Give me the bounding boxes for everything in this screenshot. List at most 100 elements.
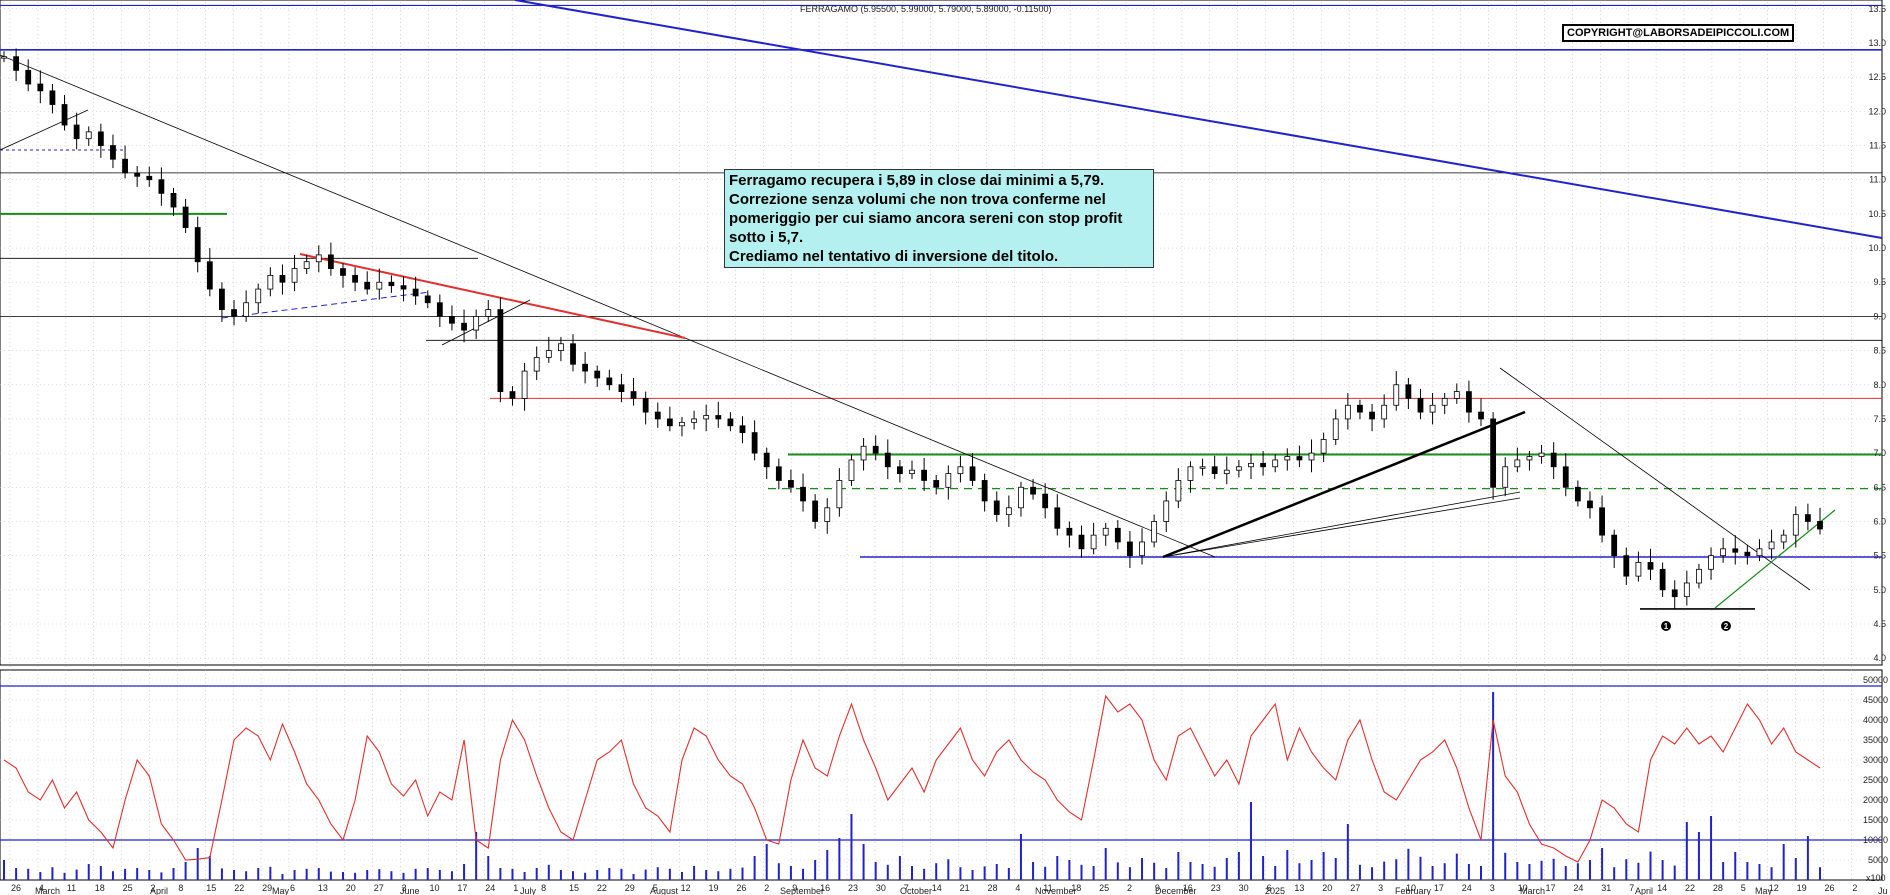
candle-body <box>158 179 165 194</box>
date-tick-label: 17 <box>1434 883 1444 893</box>
volume-tick-label: 25000 <box>1863 775 1888 785</box>
candle-body <box>1381 404 1388 420</box>
candle-body <box>1708 555 1714 570</box>
date-tick-label: 22 <box>234 883 244 893</box>
candle-body <box>424 295 431 304</box>
date-tick-label: 26 <box>11 883 21 893</box>
candle-body <box>1284 456 1291 461</box>
candle-body <box>1090 534 1097 550</box>
date-tick-label: 22 <box>597 883 607 893</box>
date-tick-label: 2 <box>1127 883 1132 893</box>
month-label: April <box>150 886 168 895</box>
comment-line: sotto i 5,7. <box>729 229 804 246</box>
date-tick-label: 30 <box>876 883 886 893</box>
date-tick-label: 20 <box>1322 883 1332 893</box>
candle-body <box>1429 404 1436 413</box>
date-tick-label: 3 <box>1378 883 1383 893</box>
price-tick-label: 11.0 <box>1869 175 1886 185</box>
date-tick-label: 4 <box>39 883 44 893</box>
candle-body <box>860 445 867 461</box>
date-tick-label: 10 <box>430 883 440 893</box>
candle-body <box>1078 534 1085 550</box>
volume-tick-label: 30000 <box>1863 755 1888 765</box>
month-label: November <box>1035 886 1077 895</box>
candle-body <box>1296 456 1303 461</box>
volume-tick-label: 40000 <box>1863 715 1888 725</box>
candle-body <box>509 391 516 399</box>
date-tick-label: 19 <box>1797 883 1807 893</box>
candle-body <box>594 370 601 379</box>
month-label: October <box>900 886 932 895</box>
price-tick-label: 11.5 <box>1869 141 1886 151</box>
month-label: August <box>650 886 679 895</box>
candle-body <box>1344 404 1351 420</box>
candle-body <box>388 281 395 287</box>
candle-body <box>37 83 44 92</box>
candle-body <box>824 507 831 522</box>
volume-tick-label: 5000 <box>1868 855 1888 865</box>
date-tick-label: 7 <box>1629 883 1634 893</box>
candle-body <box>691 418 697 423</box>
candle-body <box>1611 534 1618 557</box>
candle-body <box>763 452 770 468</box>
candle-body <box>933 480 940 488</box>
month-label: May <box>1755 886 1773 895</box>
analysis-comment-box: Ferragamo recupera i 5,89 in close dai m… <box>724 169 1154 268</box>
volume-tick-label: 15000 <box>1863 815 1888 825</box>
price-tick-label: 8.0 <box>1873 380 1886 390</box>
price-tick-label: 6.0 <box>1873 516 1886 526</box>
date-tick-label: 2 <box>764 883 769 893</box>
candle-body <box>630 391 637 399</box>
date-tick-label: 10 <box>1518 883 1528 893</box>
volume-tick-label: 35000 <box>1863 735 1888 745</box>
month-label: April <box>1635 886 1653 895</box>
candle-body <box>1102 527 1109 536</box>
date-tick-label: 26 <box>1825 883 1835 893</box>
candle-body <box>1538 452 1545 457</box>
date-tick-label: 5 <box>653 883 658 893</box>
candle-body <box>49 90 56 105</box>
candle-body <box>1647 562 1654 570</box>
candle-body <box>412 288 419 297</box>
month-label: June <box>400 886 420 895</box>
date-tick-label: 5 <box>1741 883 1746 893</box>
candle-body <box>606 377 613 386</box>
date-tick-label: 18 <box>95 883 105 893</box>
date-tick-label: 11 <box>67 883 76 893</box>
date-tick-label: 15 <box>569 883 579 893</box>
date-tick-label: 23 <box>1211 883 1221 893</box>
candle-body <box>1417 398 1424 413</box>
candle-body <box>1574 486 1581 502</box>
candle-body <box>1066 527 1073 536</box>
candle-body <box>1332 418 1339 440</box>
month-label: February <box>1395 886 1432 895</box>
date-tick-label: 13 <box>1294 883 1304 893</box>
candle-body <box>1211 466 1218 475</box>
candle-body <box>1514 459 1521 468</box>
candle-body <box>800 486 806 502</box>
date-tick-label: 9 <box>792 883 797 893</box>
candle-body <box>400 285 407 290</box>
candle-body <box>315 254 322 263</box>
month-label: September <box>780 886 824 895</box>
trendline <box>1714 509 1836 609</box>
candle-body <box>497 309 504 392</box>
candle-body <box>1756 548 1763 557</box>
candle-body <box>1671 589 1678 598</box>
candle-body <box>13 56 20 71</box>
candle-body <box>449 316 455 324</box>
date-tick-label: 17 <box>1546 883 1556 893</box>
candle-body <box>267 275 274 290</box>
candle-body <box>1478 411 1484 420</box>
candle-body <box>521 370 528 399</box>
candle-body <box>981 480 988 502</box>
date-tick-label: 22 <box>1685 883 1695 893</box>
marker-circle <box>1661 621 1671 631</box>
candle-body <box>570 343 576 365</box>
candle-body <box>327 254 334 269</box>
candlesticks <box>1 48 1823 609</box>
price-tick-label: 8.5 <box>1873 346 1886 356</box>
date-tick-label: 24 <box>1462 883 1472 893</box>
date-tick-label: 8 <box>178 883 183 893</box>
